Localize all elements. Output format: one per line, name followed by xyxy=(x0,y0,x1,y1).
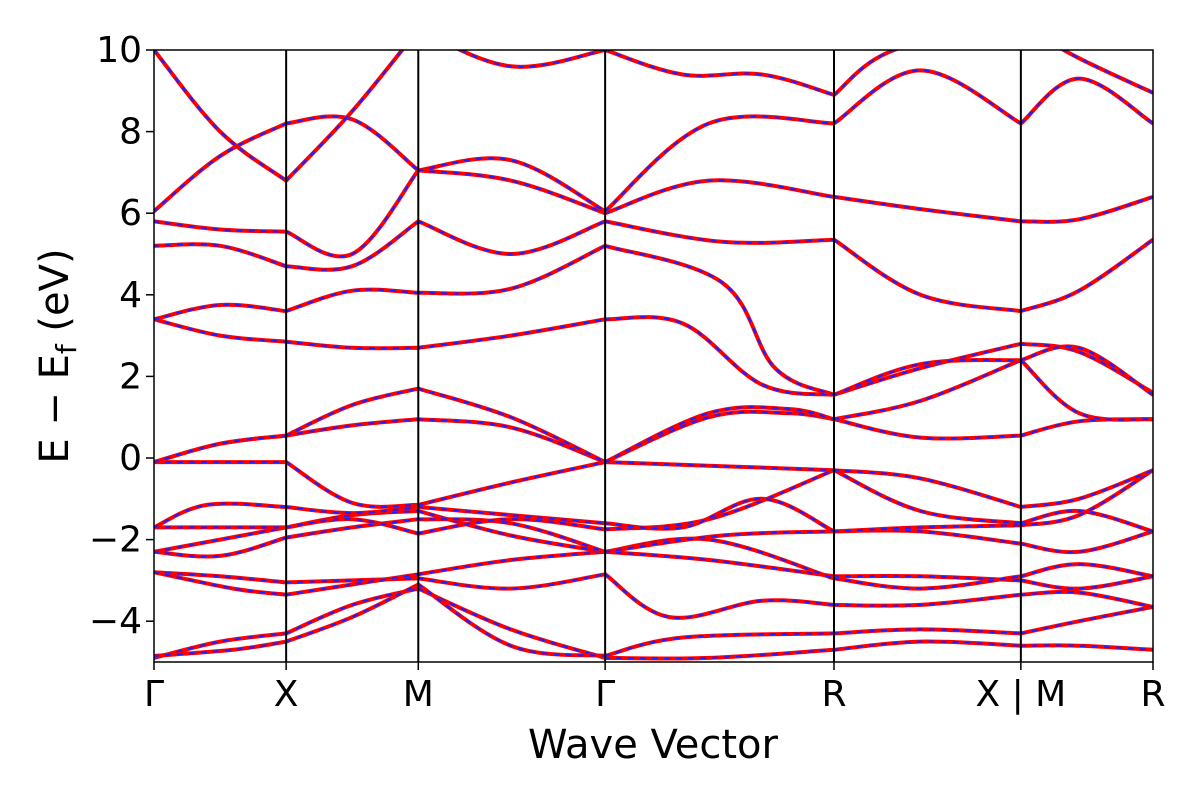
band-overlay-2 xyxy=(154,571,1153,619)
y-tick-label: 0 xyxy=(119,438,142,479)
y-axis-label: E − Ef (eV) xyxy=(32,248,83,463)
y-tick-label: 2 xyxy=(119,356,142,397)
y-tick-label: −2 xyxy=(89,520,142,561)
band-line-11 xyxy=(154,315,1153,397)
plot-frame xyxy=(153,49,1154,663)
band-overlay-4 xyxy=(154,509,1153,590)
x-tick-label-0: Γ xyxy=(144,674,164,715)
x-tick-label-6: R xyxy=(1140,674,1165,715)
y-axis-label-subscript: f xyxy=(50,343,83,354)
band-overlay-15 xyxy=(154,69,1153,213)
y-axis-label-main: E − E xyxy=(32,354,78,464)
band-overlay-16 xyxy=(154,50,1153,182)
band-overlay-0 xyxy=(154,587,1153,660)
band-line-16 xyxy=(154,50,1153,183)
band-line-12 xyxy=(154,243,1153,397)
band-line-3 xyxy=(154,549,1153,597)
x-axis-ticks: Γ X M Γ R X | M R xyxy=(144,662,1166,715)
band-line-5 xyxy=(154,517,1153,559)
y-tick-label: −4 xyxy=(89,601,142,642)
bands-layer xyxy=(154,50,1153,661)
band-overlay-8 xyxy=(154,460,1153,509)
band-line-14 xyxy=(154,168,1153,259)
x-tick-label-4: R xyxy=(821,674,846,715)
x-tick-label-3: Γ xyxy=(595,674,615,715)
band-overlay-10 xyxy=(154,359,1153,464)
x-tick-label-2: M xyxy=(403,674,434,715)
band-line-10 xyxy=(154,358,1153,465)
y-tick-label: 10 xyxy=(96,30,142,71)
band-line-7 xyxy=(154,468,1153,534)
band-overlay-14 xyxy=(154,169,1153,258)
x-tick-label-5: X | M xyxy=(975,674,1066,715)
band-line-8 xyxy=(154,460,1153,509)
band-line-0 xyxy=(154,586,1153,661)
y-tick-label: 6 xyxy=(119,193,142,234)
band-overlay-1 xyxy=(154,583,1153,657)
kpoint-lines xyxy=(285,50,1022,662)
y-tick-label: 8 xyxy=(119,112,142,153)
band-overlay-13 xyxy=(154,220,1153,313)
band-overlay-3 xyxy=(154,550,1153,596)
band-overlay-9 xyxy=(154,410,1153,464)
y-axis-label-unit: (eV) xyxy=(32,248,78,344)
band-line-13 xyxy=(154,219,1153,314)
y-axis-ticks: −4 −2 0 2 4 6 8 10 xyxy=(89,30,154,642)
y-tick-label: 4 xyxy=(119,275,142,316)
x-tick-label-1: X xyxy=(274,674,299,715)
x-axis-label: Wave Vector xyxy=(528,722,779,768)
band-line-15 xyxy=(154,68,1153,214)
band-overlay-11 xyxy=(154,315,1153,396)
